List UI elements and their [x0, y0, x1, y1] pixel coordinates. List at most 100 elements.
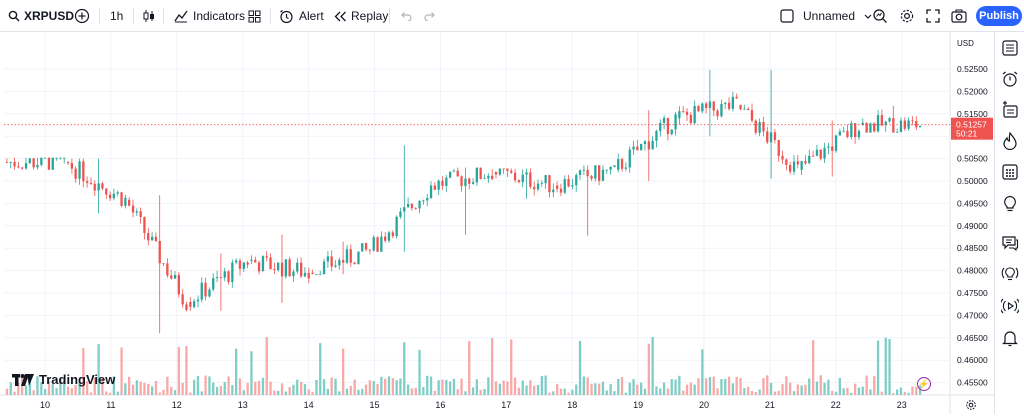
candle-body — [307, 272, 310, 279]
volume-bar — [47, 380, 51, 395]
tradingview-logo: TradingView — [12, 372, 115, 387]
snapshot-button[interactable] — [951, 0, 967, 32]
candle-body — [250, 259, 253, 261]
quick-search-button[interactable] — [872, 0, 888, 32]
volume-bar — [196, 375, 200, 395]
candle-body — [403, 207, 406, 212]
layouts-button[interactable] — [248, 0, 261, 32]
volume-bar — [865, 375, 868, 395]
candle-body — [548, 175, 551, 193]
candle-body — [785, 159, 788, 165]
redo-button[interactable] — [424, 0, 437, 32]
volume-bar — [620, 377, 624, 395]
indicators-button[interactable]: Indicators — [174, 0, 245, 32]
chats-button[interactable] — [1001, 234, 1019, 252]
volume-bar — [769, 382, 773, 395]
chart-type-button[interactable] — [142, 0, 156, 32]
candle-body — [399, 211, 402, 217]
candle-body — [846, 130, 849, 137]
undo-button[interactable] — [399, 0, 412, 32]
candle-body — [812, 155, 815, 157]
candle-body — [850, 123, 853, 137]
volume-bar — [345, 388, 349, 395]
volume-bar — [410, 388, 414, 395]
volume-bar — [86, 381, 89, 395]
candle-body — [296, 262, 299, 272]
x-tick-label: 17 — [501, 400, 511, 410]
candle-body — [70, 163, 73, 169]
volume-bar — [162, 389, 165, 395]
lightning-icon[interactable]: ⚡ — [917, 377, 931, 391]
object-tree-button[interactable] — [1001, 101, 1019, 119]
replay-button[interactable]: Replay — [334, 0, 388, 32]
candle-body — [766, 131, 769, 143]
hotlists-button[interactable] — [1001, 131, 1019, 151]
candle-body — [640, 144, 643, 151]
community-ideas-button[interactable] — [1001, 265, 1019, 283]
volume-bar — [544, 375, 547, 395]
volume-bar — [575, 384, 578, 395]
price-axis[interactable] — [950, 32, 994, 414]
volume-bar — [403, 342, 406, 395]
candle-body — [605, 169, 608, 171]
candle-body — [36, 164, 39, 168]
publish-button[interactable]: Publish — [976, 6, 1022, 26]
volume-bar — [873, 376, 876, 395]
candle-body — [536, 183, 540, 190]
volume-bar — [261, 377, 265, 395]
candle-body — [208, 289, 211, 297]
volume-bar — [139, 381, 142, 395]
volume-bar — [487, 377, 490, 395]
alerts-button[interactable] — [1001, 70, 1019, 88]
interval-button[interactable]: 1h — [110, 0, 123, 32]
chart-pane[interactable]: 0.525000.520000.515000.510000.505000.500… — [0, 32, 994, 414]
watchlist-button[interactable] — [1001, 39, 1019, 57]
settings-button[interactable] — [899, 0, 915, 32]
volume-bar — [846, 388, 849, 395]
axis-settings-button[interactable] — [965, 398, 977, 416]
volume-bar — [158, 392, 161, 395]
volume-bar — [636, 384, 639, 395]
volume-bar — [834, 391, 838, 395]
volume-bar — [838, 378, 841, 395]
volume-bar — [659, 388, 662, 395]
candle-body — [13, 162, 16, 167]
volume-bar — [613, 391, 616, 395]
alert-button[interactable]: Alert — [279, 0, 324, 32]
volume-bar — [116, 391, 119, 395]
y-tick-label: 0.52500 — [957, 64, 988, 74]
candle-body — [384, 236, 387, 241]
candle-body — [292, 271, 295, 277]
toolbar-divider — [389, 8, 390, 24]
volume-bar — [640, 382, 643, 395]
x-tick-label: 19 — [633, 400, 643, 410]
layout-name-button[interactable]: Unnamed — [803, 0, 872, 32]
streams-button[interactable] — [999, 297, 1021, 315]
volume-bar — [70, 388, 73, 395]
symbol-search[interactable]: XRPUSD — [8, 0, 74, 32]
candle-body — [24, 163, 28, 169]
volume-bar — [892, 393, 895, 395]
layout-save-toggle[interactable] — [780, 0, 794, 32]
currency-label[interactable]: USD — [957, 39, 974, 48]
compare-symbol-button[interactable] — [74, 0, 90, 32]
candle-body — [899, 120, 903, 132]
volume-bar — [796, 384, 799, 395]
volume-bar — [254, 381, 257, 395]
x-tick-label: 11 — [106, 400, 115, 410]
broadcast-play-icon — [999, 298, 1021, 314]
candle-body — [513, 172, 517, 181]
volume-bar — [319, 343, 322, 395]
price-chart[interactable]: 0.525000.520000.515000.510000.505000.500… — [0, 32, 994, 414]
notifications-button[interactable] — [1001, 329, 1019, 347]
volume-bar — [143, 383, 146, 395]
candle-body — [808, 155, 811, 164]
volume-bar — [800, 385, 803, 395]
candle-body — [517, 180, 521, 183]
calendar-button[interactable] — [1001, 163, 1019, 181]
fullscreen-button[interactable] — [926, 0, 940, 32]
volume-bar — [536, 385, 540, 395]
ideas-button[interactable] — [1001, 195, 1019, 213]
watchlist-icon — [1002, 40, 1018, 56]
volume-bar — [288, 387, 291, 395]
